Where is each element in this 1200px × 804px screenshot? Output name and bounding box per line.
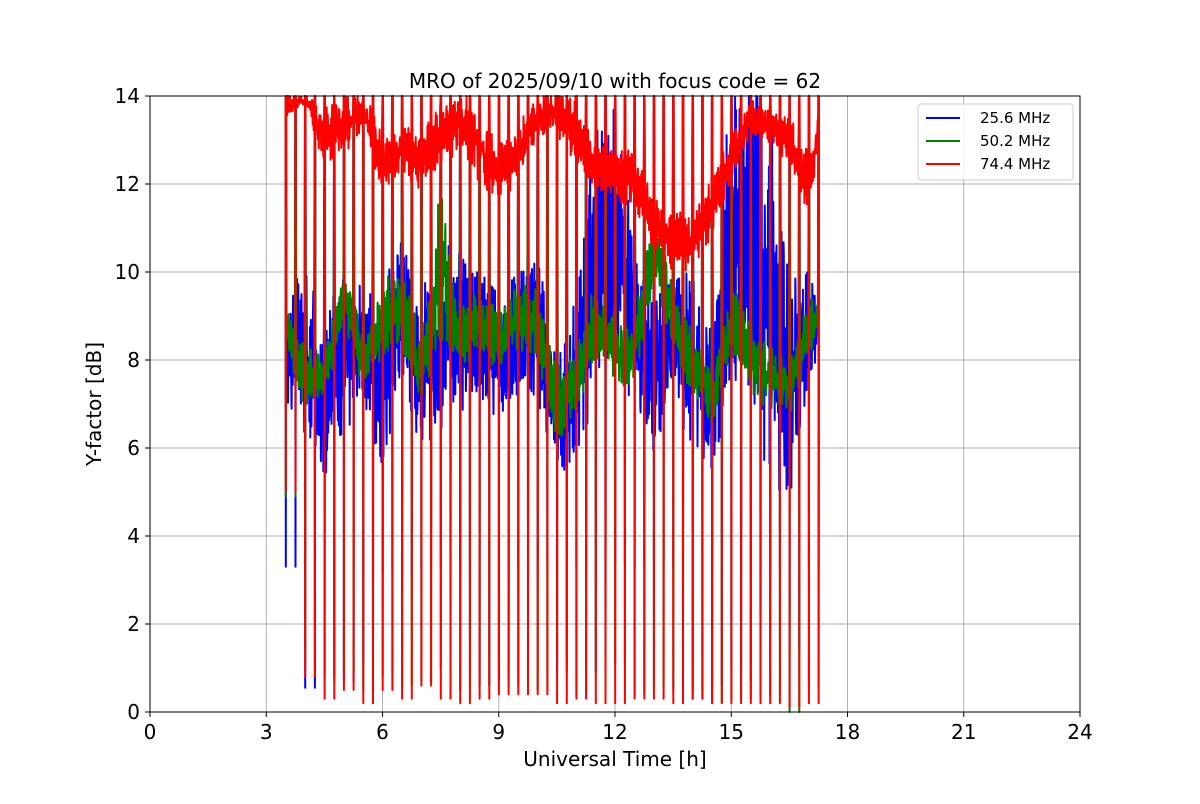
y-tick-label: 14 [115,84,140,108]
x-tick-label: 21 [951,720,976,744]
x-tick-label: 6 [376,720,389,744]
legend-box [917,103,1074,181]
x-tick-label: 18 [835,720,860,744]
series-layer [284,95,820,713]
x-tick-label: 3 [260,720,273,744]
series-line-2 [284,95,820,709]
y-tick-label: 10 [115,260,140,284]
chart-title: MRO of 2025/09/10 with focus code = 62 [409,69,821,93]
y-tick-label: 2 [127,612,140,636]
legend-label: 50.2 MHz [980,132,1050,150]
x-tick-label: 24 [1067,720,1092,744]
x-tick-label: 12 [602,720,627,744]
x-axis-label: Universal Time [h] [523,747,706,771]
y-tick-label: 8 [127,348,140,372]
legend-label: 74.4 MHz [980,155,1050,173]
y-axis-label: Y-factor [dB] [82,342,106,467]
series-2 [284,95,820,709]
y-tick-label: 4 [127,524,140,548]
x-tick-label: 9 [492,720,505,744]
x-tick-label: 0 [144,720,157,744]
legend-label: 25.6 MHz [980,109,1050,127]
y-tick-label: 6 [127,436,140,460]
series-line-1 [284,95,820,713]
legend: 25.6 MHz 50.2 MHz 74.4 MHz [917,103,1074,181]
y-tick-label: 0 [127,700,140,724]
y-tick-label: 12 [115,172,140,196]
x-tick-label: 15 [719,720,744,744]
series-1 [284,95,820,713]
